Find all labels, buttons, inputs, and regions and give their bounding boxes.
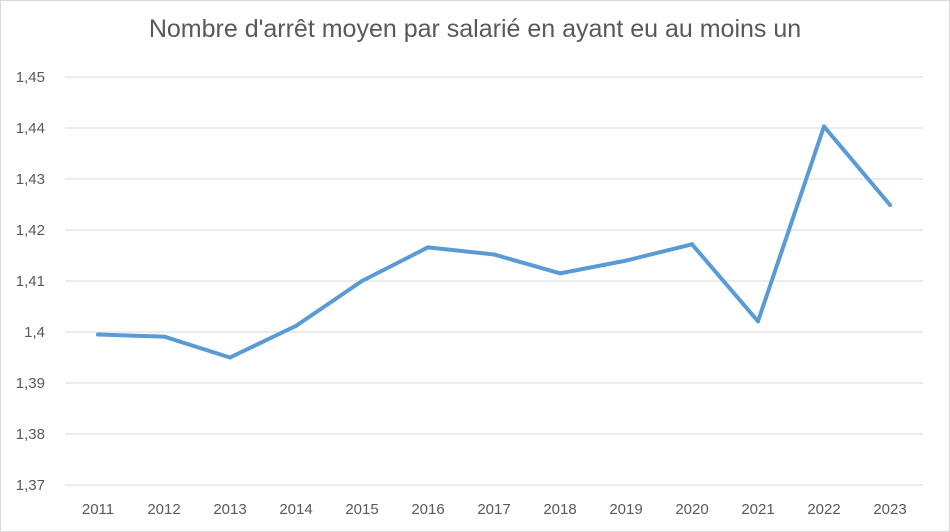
data-point (360, 279, 364, 283)
x-tick-label: 2021 (741, 501, 774, 518)
data-point (294, 323, 298, 328)
y-tick-label: 1,38 (16, 426, 45, 443)
y-tick-label: 1,39 (16, 375, 45, 392)
chart-title: Nombre d'arrêt moyen par salarié en ayan… (148, 15, 802, 43)
data-point (690, 242, 694, 247)
y-tick-label: 1,4 (24, 324, 45, 341)
y-tick-label: 1,41 (16, 273, 45, 290)
x-tick-label: 2018 (543, 501, 576, 518)
y-tick-label: 1,42 (16, 222, 45, 239)
x-tick-label: 2014 (279, 501, 312, 518)
data-point (96, 332, 100, 337)
series-line (96, 124, 892, 360)
x-axis-ticks: 2011 2012 2013 2014 2015 2016 2017 2018 2019 2020… (82, 501, 907, 518)
x-tick-label: 2012 (147, 501, 180, 518)
data-point (888, 203, 892, 208)
x-tick-label: 2023 (873, 501, 906, 518)
y-tick-label: 1,43 (16, 171, 45, 188)
x-tick-label: 2017 (477, 501, 510, 518)
data-point (426, 245, 430, 250)
y-tick-label: 1,45 (16, 69, 45, 86)
x-tick-label: 2011 (82, 501, 114, 518)
gridlines (65, 76, 923, 486)
x-tick-label: 2015 (345, 501, 378, 518)
data-point (228, 355, 232, 360)
x-tick-label: 2020 (675, 501, 708, 518)
data-point (756, 319, 760, 324)
y-tick-label: 1,37 (16, 477, 45, 494)
data-point (822, 124, 826, 129)
y-axis-ticks: 1,37 1,38 1,39 1,4 1,41 1,42 1,43 1,44 1,45 (16, 69, 45, 494)
x-tick-label: 2019 (609, 501, 642, 518)
y-tick-label: 1,44 (16, 120, 45, 137)
x-tick-label: 2013 (213, 501, 246, 518)
x-tick-label: 2022 (807, 501, 840, 518)
series-layer (96, 124, 892, 360)
data-point (624, 258, 628, 263)
data-point (162, 334, 166, 339)
x-tick-label: 2016 (411, 501, 444, 518)
data-point (558, 271, 562, 276)
data-point (492, 252, 496, 257)
